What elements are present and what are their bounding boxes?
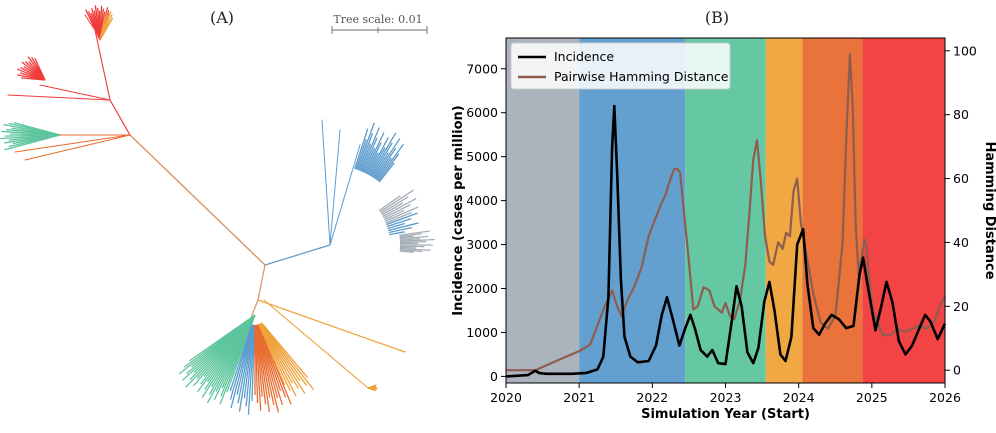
tree-clade-gray-right-2	[399, 230, 435, 253]
tree-clade-orange-bottom	[258, 322, 315, 397]
legend-label-hamming: Pairwise Hamming Distance	[554, 69, 729, 84]
y-right-tick-label: 20	[953, 299, 969, 314]
tree-branches	[0, 5, 435, 415]
legend-box	[510, 42, 731, 90]
hamming-distance-line	[506, 52, 946, 372]
tree-panel-label: (A)	[210, 8, 234, 27]
y-right-tick-label: 0	[953, 363, 961, 378]
tree-clade-orange-tip	[367, 384, 378, 392]
y-axis-right: 0 20 40 60 80 100	[945, 43, 977, 378]
tree-branch-blue-main	[264, 244, 331, 266]
x-tick-label: 2020	[490, 390, 522, 405]
background-band-3	[765, 38, 803, 383]
tree-clade-gray-right	[378, 189, 419, 226]
legend-label-incidence: Incidence	[554, 49, 614, 64]
incidence-line	[505, 104, 947, 378]
y-tick-label: 6000	[466, 105, 498, 120]
y-right-tick-label: 60	[953, 171, 969, 186]
tree-branch	[94, 29, 111, 101]
background-band-4	[802, 38, 863, 383]
x-axis: 2020 2021 2022 2023 2024 2025 2026	[490, 383, 961, 405]
tree-branch	[39, 84, 111, 101]
tree-branch-orange-2	[263, 299, 369, 389]
x-tick-label: 2022	[636, 390, 668, 405]
tree-clade-blue-bottom	[229, 324, 256, 415]
tree-branch	[329, 129, 341, 246]
y-right-tick-label: 100	[953, 43, 977, 58]
tree-branch	[329, 144, 361, 246]
legend: Incidence Pairwise Hamming Distance	[510, 42, 731, 90]
tree-branch	[109, 99, 131, 136]
incidence-chart-panel: (B) 2020 2021 2022 2023 2024 2025 2026 0100020…	[451, 8, 996, 422]
series-layer	[505, 52, 947, 378]
tree-scale-bar: Tree scale: 0.01	[331, 13, 428, 34]
x-axis-label: Simulation Year (Start)	[641, 407, 810, 422]
tree-scale-label: Tree scale: 0.01	[333, 13, 422, 26]
background-bands	[506, 38, 945, 383]
tree-clade-darkorange-bottom	[254, 324, 292, 413]
background-band-2	[685, 38, 766, 383]
y-tick-label: 5000	[466, 149, 498, 164]
tree-clade-blue-right-2	[386, 212, 419, 236]
x-tick-label: 2021	[563, 390, 595, 405]
tree-branch-lower	[257, 264, 266, 301]
y-tick-label: 7000	[466, 61, 498, 76]
tree-branch	[321, 119, 331, 246]
tree-branch	[84, 14, 96, 31]
tree-clade-blue-right	[354, 122, 405, 183]
tree-clade-orange-top	[99, 11, 114, 41]
y-tick-label: 3000	[466, 237, 498, 252]
y-axis-label: Incidence (cases per million)	[451, 105, 466, 315]
tree-branch	[24, 134, 131, 161]
y-tick-label: 4000	[466, 193, 498, 208]
tree-branch-lower-2	[249, 299, 259, 321]
y-axis-left: 0 1000 2000 3000 4000 5000 6000 7000	[466, 61, 506, 384]
x-tick-label: 2026	[929, 390, 961, 405]
x-tick-label: 2023	[710, 390, 742, 405]
y-axis-right-label: Hamming Distance	[982, 141, 996, 279]
tree-clade-red-mid	[16, 56, 46, 81]
y-right-tick-label: 40	[953, 235, 969, 250]
y-tick-label: 2000	[466, 281, 498, 296]
x-tick-label: 2025	[856, 390, 888, 405]
tree-trunk	[129, 134, 266, 266]
background-band-0	[506, 38, 580, 383]
x-tick-label: 2024	[783, 390, 815, 405]
y-tick-label: 0	[490, 369, 498, 384]
phylogenetic-tree-panel: (A) Tree scale: 0.01	[0, 5, 435, 415]
y-right-tick-label: 80	[953, 107, 969, 122]
tree-branch-orange-long	[257, 299, 406, 353]
tree-branch	[7, 94, 111, 101]
tree-clade-green-bottom	[178, 314, 256, 405]
tree-clade-green-left	[0, 121, 61, 151]
y-tick-label: 1000	[466, 325, 498, 340]
tree-branch	[14, 134, 131, 153]
chart-panel-label: (B)	[705, 8, 729, 27]
